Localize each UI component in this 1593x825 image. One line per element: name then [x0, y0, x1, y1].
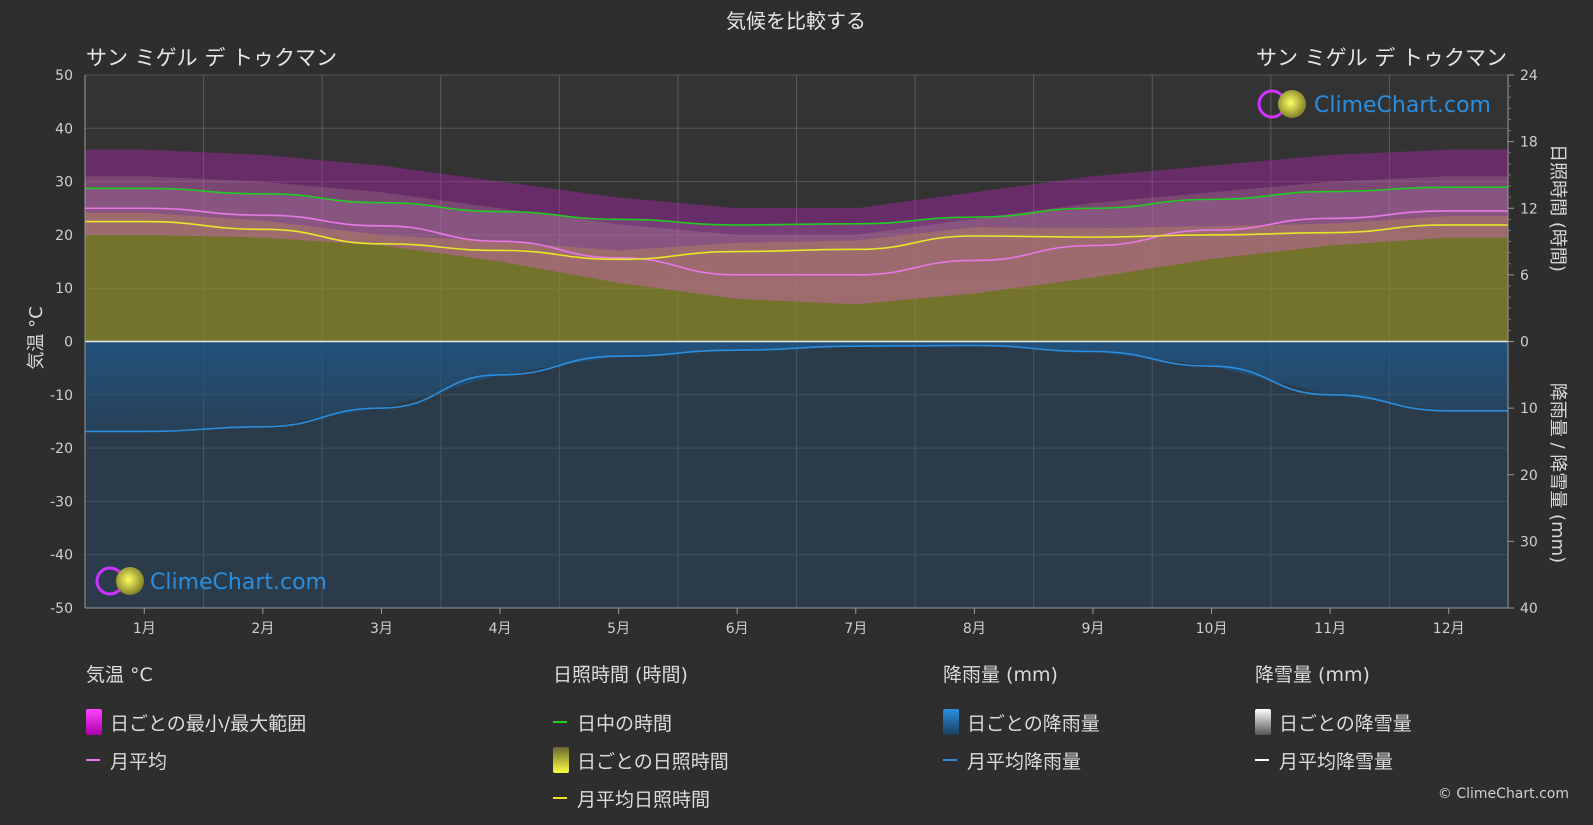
climate-chart: 50 40 30 20 10 0 -10 -20 -30 -40 -50 24 18 12 6 0 10 20 30…: [26, 9, 1568, 637]
snow-mean-swatch: [1255, 759, 1269, 761]
sunshine-area: [85, 212, 1508, 342]
legend-sun-header: 日照時間 (時間): [553, 664, 688, 686]
y-left-tick: 0: [64, 335, 73, 351]
x-tick-label: 10月: [1196, 621, 1228, 637]
y-left-label: 気温 °C: [26, 306, 47, 369]
x-tick-label: 11月: [1314, 621, 1346, 637]
y-right-bottom-tick: 40: [1520, 601, 1538, 617]
legend-rain: 降雨量 (mm) 日ごとの降雨量 月平均降雨量: [943, 660, 1100, 779]
y-right-top-tick: 12: [1520, 201, 1538, 217]
legend-item: 月平均: [86, 741, 306, 779]
y-right-bottom-tick: 10: [1520, 401, 1538, 417]
x-tick-label: 12月: [1433, 621, 1465, 637]
legend-snow: 降雪量 (mm) 日ごとの降雪量 月平均降雪量: [1255, 660, 1412, 779]
legend-label: 日ごとの降雨量: [967, 712, 1100, 735]
legend-label: 月平均降雨量: [967, 750, 1082, 773]
y-left-tick: -40: [50, 548, 73, 564]
chart-title: 気候を比較する: [726, 9, 866, 33]
legend-label: 月平均: [110, 750, 168, 773]
location-right: サン ミゲル デ トゥクマン: [1256, 46, 1507, 70]
y-right-bottom-tick: 20: [1520, 468, 1538, 484]
legend-label: 日中の時間: [577, 712, 673, 735]
x-tick-label: 1月: [133, 621, 156, 637]
x-tick-label: 4月: [489, 621, 512, 637]
y-left-tick: 20: [55, 228, 73, 244]
rain-mean-line: [85, 344, 1509, 433]
legend-temp-header: 気温 °C: [86, 664, 153, 686]
logo-bottom: ClimeChart.com: [95, 566, 327, 596]
y-right-top-tick: 24: [1520, 68, 1538, 84]
legend-item: 月平均降雪量: [1255, 741, 1412, 779]
y-left-tick: -50: [50, 601, 73, 617]
daylight-area: [85, 187, 1508, 251]
y-left-tick: -20: [50, 441, 73, 457]
legend-item: 日ごとの日照時間: [553, 741, 729, 779]
y-left-tick: 10: [55, 281, 73, 297]
y-left-tick: 30: [55, 175, 73, 191]
legend-label: 月平均日照時間: [577, 788, 711, 811]
rain-mean-swatch: [943, 759, 957, 761]
x-tick-label: 7月: [844, 621, 867, 637]
sunshine-mean-line: [85, 220, 1508, 261]
legend-label: 日ごとの日照時間: [577, 750, 729, 773]
temp-range-area: [85, 176, 1508, 305]
legend-item: 日中の時間: [553, 703, 729, 741]
rain-area: [85, 341, 1508, 432]
x-tick-label: 2月: [251, 621, 274, 637]
logo-sun-icon: [1278, 90, 1306, 118]
copyright: © ClimeChart.com: [1437, 786, 1569, 802]
y-left-tick: -10: [50, 388, 73, 404]
legend-label: 日ごとの最小/最大範囲: [110, 712, 307, 735]
logo-top: ClimeChart.com: [1257, 89, 1491, 119]
sunshine-mean-swatch: [553, 797, 567, 799]
logo-text: ClimeChart.com: [1314, 93, 1491, 118]
y-left-tick: 40: [55, 121, 73, 137]
logo-text: ClimeChart.com: [150, 570, 327, 595]
y-right-top-tick: 0: [1520, 335, 1529, 351]
rain-daily-swatch: [943, 709, 959, 735]
daylight-swatch: [553, 721, 567, 723]
legend-label: 月平均降雪量: [1279, 750, 1394, 773]
temp-max-area: [85, 149, 1508, 235]
y-right-top-label: 日照時間 (時間): [1547, 144, 1568, 272]
x-tick-label: 6月: [726, 621, 749, 637]
daylight-line: [85, 186, 1508, 226]
y-right-top-tick: 6: [1520, 268, 1529, 284]
legend-item: 日ごとの降雨量: [943, 703, 1100, 741]
logo-sun-icon: [116, 567, 144, 595]
y-right-bottom-tick: 30: [1520, 534, 1538, 550]
snow-daily-swatch: [1255, 709, 1271, 735]
x-tick-label: 5月: [607, 621, 630, 637]
legend-item: 日ごとの最小/最大範囲: [86, 703, 306, 741]
y-left-tick: 50: [55, 68, 73, 84]
temp-mean-swatch: [86, 759, 100, 761]
legend-rain-header: 降雨量 (mm): [943, 664, 1058, 686]
x-tick-label: 9月: [1081, 621, 1104, 637]
legend-temp: 気温 °C 日ごとの最小/最大範囲 月平均: [86, 660, 306, 779]
temp-range-swatch: [86, 709, 102, 735]
y-right-top-tick: 18: [1520, 135, 1538, 151]
legend-item: 月平均降雨量: [943, 741, 1100, 779]
location-left: サン ミゲル デ トゥクマン: [86, 46, 337, 70]
y-right-bottom-label: 降雨量 / 降雪量 (mm): [1547, 383, 1568, 563]
x-tick-label: 3月: [370, 621, 393, 637]
temp-mean-line: [84, 207, 1509, 276]
rain-range-area: [85, 341, 1508, 608]
x-tick-label: 8月: [963, 621, 986, 637]
legend-item: 日ごとの降雪量: [1255, 703, 1412, 741]
legend-item: 月平均日照時間: [553, 779, 729, 817]
legend-snow-header: 降雪量 (mm): [1255, 664, 1370, 686]
legend-sun: 日照時間 (時間) 日中の時間 日ごとの日照時間 月平均日照時間: [553, 660, 729, 817]
y-left-tick: -30: [50, 494, 73, 510]
sunshine-daily-swatch: [553, 747, 569, 773]
legend-label: 日ごとの降雪量: [1279, 712, 1412, 735]
